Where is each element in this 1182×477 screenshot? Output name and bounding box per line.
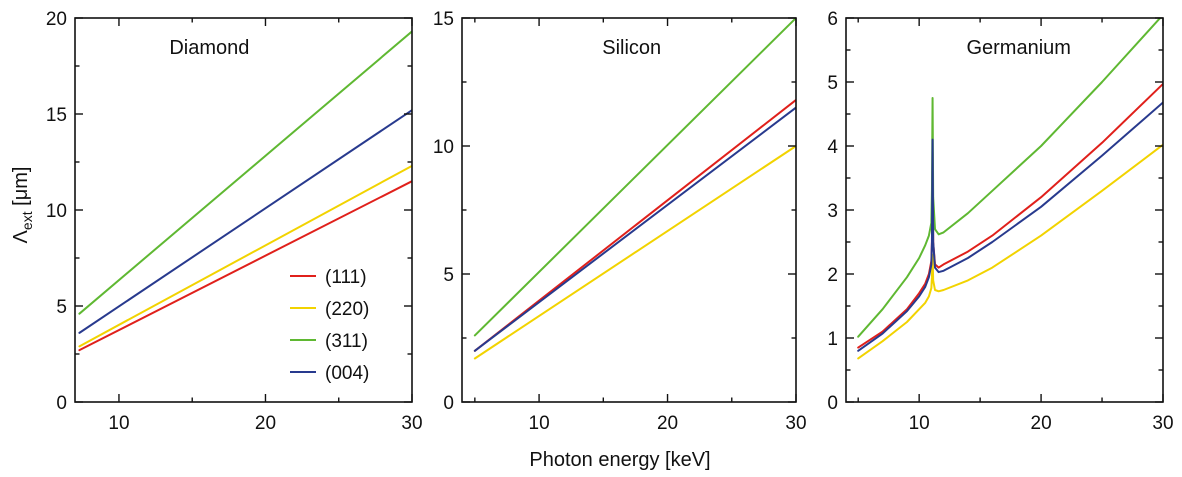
- y-axis-label-subscript: ext: [19, 211, 35, 230]
- y-tick-label: 15: [433, 9, 454, 30]
- x-tick-label: 10: [529, 413, 550, 434]
- series-line-311: [857, 18, 1162, 338]
- series-group: [473, 18, 796, 360]
- panel-title: Diamond: [169, 37, 249, 59]
- x-tick-label: 20: [255, 413, 276, 434]
- y-tick-label: 0: [827, 393, 838, 414]
- y-tick-label: 10: [433, 137, 454, 158]
- y-tick-label: 5: [827, 73, 838, 94]
- x-tick-label: 20: [657, 413, 678, 434]
- x-tick-label: 30: [785, 413, 806, 434]
- x-tick-label: 10: [108, 413, 129, 434]
- series-line-220: [78, 164, 412, 348]
- series-line-311: [78, 30, 412, 315]
- y-axis-label-unit: [μm]: [10, 167, 32, 212]
- series-group: [78, 30, 412, 352]
- panel-title: Silicon: [602, 37, 661, 59]
- x-tick-label: 20: [1031, 413, 1052, 434]
- series-line-111: [473, 98, 796, 352]
- y-tick-label: 5: [56, 297, 67, 318]
- y-tick-label: 15: [46, 105, 67, 126]
- panel-title: Germanium: [966, 37, 1070, 59]
- series-line-004: [473, 106, 796, 352]
- panel-frame: [461, 17, 797, 403]
- y-tick-label: 5: [443, 265, 454, 286]
- x-tick-label: 30: [1152, 413, 1173, 434]
- series-group: [857, 18, 1163, 360]
- panel-2: 0 1 2 3 4 5 6 10 20 30 Germanium: [827, 9, 1173, 434]
- series-line-220: [473, 145, 796, 360]
- legend-label: (220): [325, 299, 369, 320]
- series-line-311: [473, 18, 796, 337]
- series-line-004: [857, 101, 1163, 352]
- series-line-111: [78, 180, 412, 352]
- series-line-220: [857, 143, 1163, 360]
- y-tick-label: 0: [56, 393, 67, 414]
- y-tick-label: 10: [46, 201, 67, 222]
- x-tick-label: 10: [909, 413, 930, 434]
- y-axis-label: Λext [μm]: [10, 167, 35, 244]
- y-tick-label: 1: [827, 329, 838, 350]
- y-tick-label: 6: [827, 9, 838, 30]
- legend-label: (004): [325, 363, 369, 384]
- panel-1: 0 5 10 15 10 20 30 Silicon: [433, 9, 807, 434]
- panel-0: 0 5 10 15 20 10 20 30 Diamond (111) (220) (311) (004…: [46, 9, 423, 434]
- y-tick-label: 2: [827, 265, 838, 286]
- y-tick-label: 20: [46, 9, 67, 30]
- panel-frame: [845, 17, 1164, 403]
- y-tick-label: 3: [827, 201, 838, 222]
- legend-label: (311): [325, 331, 368, 352]
- legend-label: (111): [325, 267, 367, 288]
- legend: (111) (220) (311) (004): [290, 267, 369, 384]
- series-line-111: [857, 82, 1163, 349]
- series-line-004: [78, 109, 412, 334]
- x-axis-label: Photon energy [keV]: [529, 449, 710, 471]
- y-tick-label: 0: [443, 393, 454, 414]
- y-axis-label-main: Λ: [10, 229, 32, 243]
- x-tick-label: 30: [401, 413, 422, 434]
- y-tick-label: 4: [827, 137, 838, 158]
